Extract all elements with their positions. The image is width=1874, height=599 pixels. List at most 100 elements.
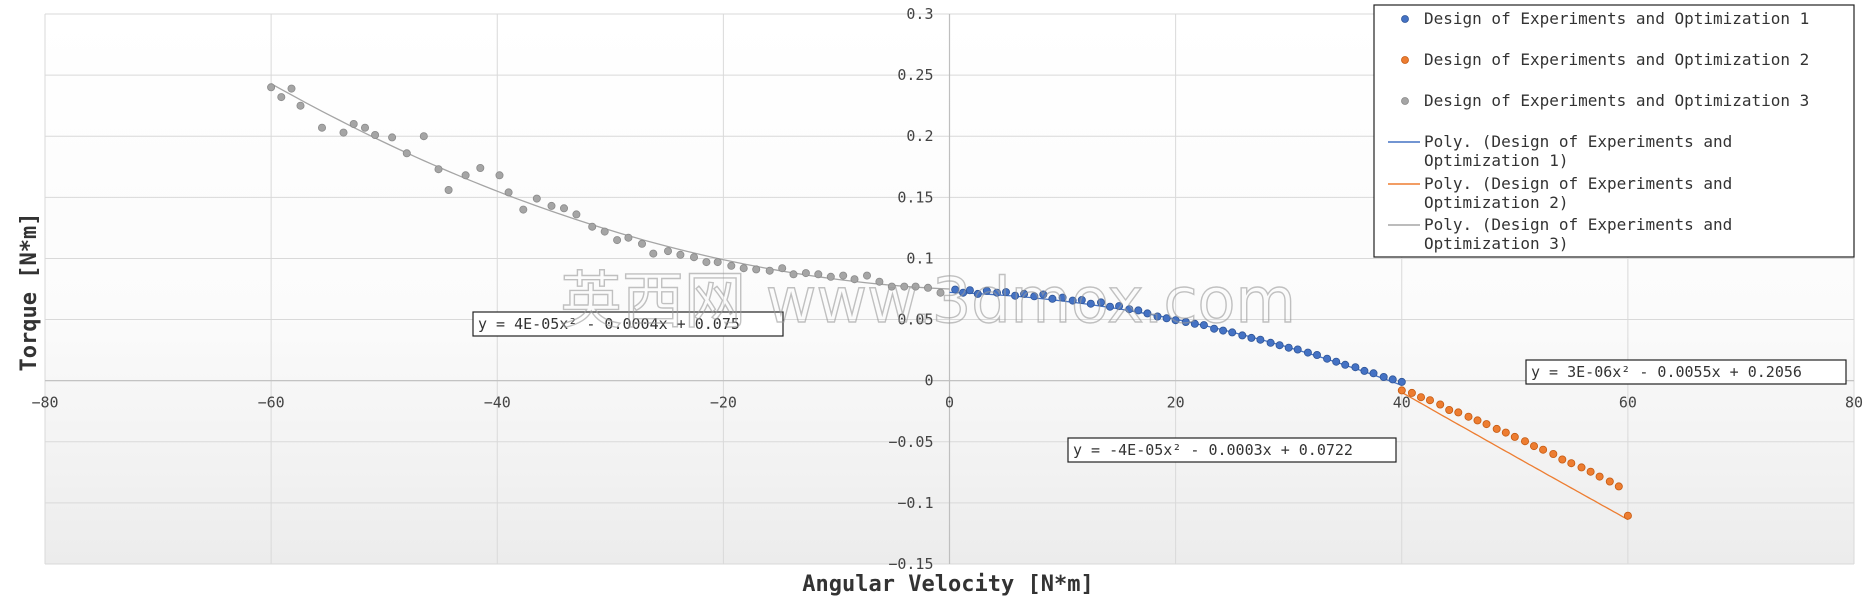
- data-point-series-1: [1086, 299, 1095, 308]
- data-point-series-1: [1313, 350, 1322, 359]
- data-point-series-3: [444, 185, 453, 194]
- data-point-series-1: [1341, 360, 1350, 369]
- data-point-series-1: [951, 285, 960, 294]
- data-point-series-2: [1577, 463, 1586, 472]
- data-point-series-3: [801, 269, 810, 278]
- data-point-series-2: [1549, 449, 1558, 458]
- data-point-series-2: [1473, 416, 1482, 425]
- data-point-series-1: [1323, 354, 1332, 363]
- equation-text-2: y = 3E-06x² - 0.0055x + 0.2056: [1531, 363, 1802, 381]
- y-tick-label: 0.15: [897, 188, 933, 206]
- data-point-series-3: [287, 84, 296, 93]
- data-point-series-3: [713, 258, 722, 267]
- equation-label-2: y = 3E-06x² - 0.0055x + 0.2056: [1525, 359, 1847, 385]
- data-point-series-3: [339, 128, 348, 137]
- data-point-series-1: [1020, 289, 1029, 298]
- data-point-series-1: [1106, 302, 1115, 311]
- data-point-series-1: [993, 288, 1002, 297]
- x-tick-label: −80: [31, 394, 58, 412]
- y-tick-label: 0: [924, 372, 933, 390]
- legend-label-3: Design of Experiments and Optimization 3: [1424, 91, 1809, 110]
- data-point-series-1: [1397, 377, 1406, 386]
- data-point-series-1: [1219, 326, 1228, 335]
- data-point-series-1: [1360, 366, 1369, 375]
- data-point-series-3: [267, 83, 276, 92]
- data-point-series-3: [560, 204, 569, 213]
- x-tick-label: −40: [484, 394, 511, 412]
- data-point-series-3: [476, 163, 485, 172]
- x-tick-label: 20: [1167, 394, 1185, 412]
- data-point-series-2: [1407, 388, 1416, 397]
- data-point-series-1: [1058, 293, 1067, 302]
- data-point-series-3: [532, 194, 541, 203]
- y-tick-label: −0.1: [897, 494, 933, 512]
- y-tick-label: 0.05: [897, 311, 933, 329]
- data-point-series-3: [727, 261, 736, 270]
- equation-text-3: y = 4E-05x² - 0.0004x + 0.075: [478, 315, 740, 333]
- data-point-series-3: [814, 270, 823, 279]
- x-tick-label: 0: [945, 394, 954, 412]
- y-tick-labels: 0.3 0.25 0.2 0.15 0.1 0.05 0 −0.05 −0.1 −0.15: [888, 5, 933, 573]
- legend-item-1: Design of Experiments and Optimization 1: [1401, 9, 1809, 28]
- data-point-series-3: [863, 271, 872, 280]
- data-point-series-3: [613, 236, 622, 245]
- data-point-series-3: [789, 270, 798, 279]
- data-point-series-3: [664, 247, 673, 256]
- data-point-series-2: [1614, 482, 1623, 491]
- x-tick-label: 40: [1393, 394, 1411, 412]
- data-point-series-1: [1115, 302, 1124, 311]
- data-point-series-1: [982, 286, 991, 295]
- legend-label-5: Poly. (Design of Experiments and Optimiz…: [1424, 174, 1742, 212]
- data-point-series-3: [936, 288, 945, 297]
- data-point-series-2: [1397, 386, 1406, 395]
- data-point-series-1: [1171, 316, 1180, 325]
- data-point-series-3: [434, 165, 443, 174]
- data-point-series-1: [1303, 348, 1312, 357]
- y-tick-label: −0.05: [888, 433, 933, 451]
- data-point-series-2: [1623, 511, 1632, 520]
- data-point-series-1: [1275, 341, 1284, 350]
- data-point-series-3: [752, 265, 761, 274]
- data-point-series-3: [317, 123, 326, 132]
- x-tick-label: 80: [1845, 394, 1863, 412]
- data-point-series-2: [1595, 472, 1604, 481]
- data-point-series-3: [739, 264, 748, 273]
- y-tick-label: 0.3: [906, 5, 933, 23]
- data-point-series-2: [1436, 400, 1445, 409]
- legend-label-1: Design of Experiments and Optimization 1: [1424, 9, 1809, 28]
- equation-text-1: y = -4E-05x² - 0.0003x + 0.0722: [1073, 441, 1353, 459]
- legend-label-6-line-2: Optimization 3): [1424, 234, 1569, 253]
- y-axis-title: Torque [N*m]: [17, 213, 42, 372]
- data-point-series-3: [900, 282, 909, 291]
- data-point-series-3: [875, 277, 884, 286]
- data-point-series-3: [277, 93, 286, 102]
- data-point-series-2: [1417, 393, 1426, 402]
- data-point-series-3: [519, 205, 528, 214]
- data-point-series-1: [1228, 328, 1237, 337]
- trendline-series-3: [270, 83, 950, 290]
- data-point-series-1: [1125, 305, 1134, 314]
- data-point-series-3: [649, 249, 658, 258]
- data-point-series-3: [676, 250, 685, 259]
- watermark: 英西网 www.3dmox.com: [560, 264, 1296, 337]
- y-tick-label: 0.2: [906, 127, 933, 145]
- x-tick-label: −60: [258, 394, 285, 412]
- data-point-series-2: [1586, 467, 1595, 476]
- data-point-series-2: [1530, 442, 1539, 451]
- equation-label-3: y = 4E-05x² - 0.0004x + 0.075: [472, 311, 784, 337]
- data-point-series-3: [826, 272, 835, 281]
- legend-marker-blue-icon: [1401, 15, 1409, 23]
- data-point-series-3: [600, 227, 609, 236]
- x-tick-label: 60: [1619, 394, 1637, 412]
- data-point-series-3: [572, 210, 581, 219]
- data-point-series-1: [1039, 290, 1048, 299]
- data-point-series-3: [702, 258, 711, 267]
- data-point-series-3: [349, 120, 358, 129]
- data-point-series-2: [1454, 408, 1463, 417]
- legend-item-3: Design of Experiments and Optimization 3: [1401, 91, 1809, 110]
- legend-box: [1373, 4, 1855, 258]
- data-point-series-3: [547, 201, 556, 210]
- data-point-series-1: [1077, 295, 1086, 304]
- data-point-series-1: [1068, 296, 1077, 305]
